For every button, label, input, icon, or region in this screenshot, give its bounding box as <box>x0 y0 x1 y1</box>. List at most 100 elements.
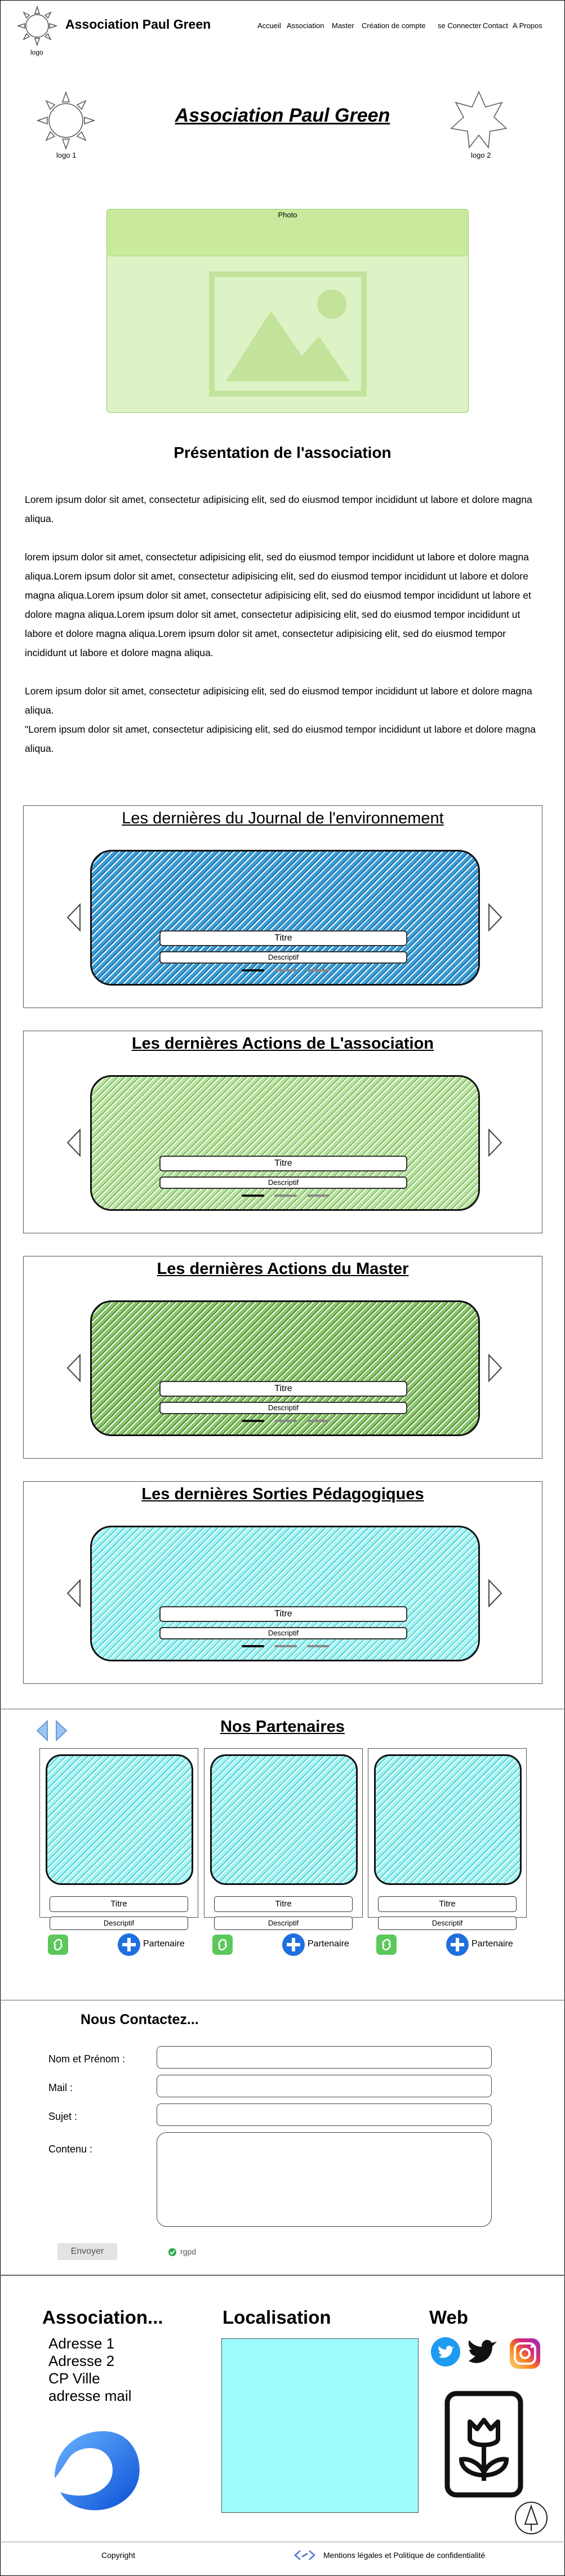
indicator[interactable] <box>307 969 330 971</box>
chevron-right-icon[interactable] <box>487 1579 504 1608</box>
code-icon <box>294 2550 315 2560</box>
address-mail[interactable]: adresse mail <box>48 2387 132 2404</box>
presentation-heading: Présentation de l'association <box>173 444 392 461</box>
indicator[interactable] <box>307 1195 330 1197</box>
presentation-p3: Lorem ipsum dolor sit amet, consectetur … <box>25 685 532 716</box>
slide-title-field: Titre <box>159 1606 407 1622</box>
logo-1-label: logo 1 <box>56 151 77 159</box>
partner-card: Titre Descriptif <box>368 1748 527 1930</box>
nav-master[interactable]: Master <box>332 21 354 30</box>
site-title[interactable]: Association Paul Green <box>65 17 211 32</box>
name-field[interactable] <box>157 2046 492 2069</box>
twitter-icon[interactable] <box>431 2337 460 2366</box>
partner-title-field: Titre <box>50 1896 188 1912</box>
partner-button-label[interactable]: Partenaire <box>308 1939 349 1949</box>
carousel-title: Les dernières Actions de L'association <box>131 1035 434 1053</box>
indicator-active[interactable] <box>242 1645 264 1647</box>
sign-icon[interactable] <box>514 2501 549 2535</box>
header: logo Association Paul Green Accueil Asso… <box>0 0 565 62</box>
partner-image[interactable] <box>374 1754 522 1885</box>
indicator[interactable] <box>274 969 297 971</box>
sun-logo-icon[interactable] <box>17 6 57 46</box>
partner-descriptif-field: Descriptif <box>50 1917 188 1930</box>
carousel-slide[interactable]: Titre Descriptif <box>90 1075 480 1211</box>
indicator[interactable] <box>274 1195 297 1197</box>
chevron-left-icon[interactable] <box>65 1353 82 1383</box>
slide-title-field: Titre <box>159 1156 407 1171</box>
chevron-right-icon[interactable] <box>55 1720 68 1741</box>
address-line-1: Adresse 1 <box>48 2335 115 2352</box>
chevron-left-icon[interactable] <box>65 903 82 932</box>
chevron-left-icon[interactable] <box>65 1128 82 1157</box>
chevron-right-icon[interactable] <box>487 1128 504 1157</box>
partner-card: Titre Descriptif <box>204 1748 363 1930</box>
presentation-p4: "Lorem ipsum dolor sit amet, consectetur… <box>25 724 536 754</box>
indicator-active[interactable] <box>242 1420 264 1422</box>
partner-image[interactable] <box>210 1754 358 1885</box>
legal-link[interactable]: Mentions légales et Politique de confide… <box>323 2551 486 2560</box>
link-icon[interactable] <box>212 1934 233 1955</box>
x-bird-icon[interactable] <box>466 2337 499 2366</box>
plus-icon[interactable] <box>282 1933 305 1956</box>
send-button[interactable]: Envoyer <box>57 2243 117 2260</box>
indicator[interactable] <box>274 1645 297 1647</box>
logo-2-label: logo 2 <box>471 151 491 159</box>
carousel-slide[interactable]: Titre Descriptif <box>90 850 480 986</box>
link-icon[interactable] <box>376 1934 397 1955</box>
indicator-active[interactable] <box>242 969 264 971</box>
copyright: Copyright <box>101 2551 135 2560</box>
link-icon[interactable] <box>47 1934 69 1955</box>
footer-web-title: Web <box>429 2307 469 2328</box>
brand-logo-icon <box>55 2431 140 2511</box>
partner-button-label[interactable]: Partenaire <box>143 1939 185 1949</box>
content-textarea[interactable] <box>157 2132 492 2227</box>
flower-logo-icon <box>444 2391 523 2498</box>
photo-label: Photo <box>278 211 297 219</box>
address-cp-ville: CP Ville <box>48 2370 100 2387</box>
chevron-left-icon[interactable] <box>36 1720 48 1741</box>
contact-heading: Nous Contactez... <box>81 2012 199 2027</box>
carousel-title: Les dernières du Journal de l'environnem… <box>122 809 444 827</box>
nav-a-propos[interactable]: A Propos <box>513 21 542 30</box>
indicator[interactable] <box>307 1420 330 1422</box>
check-icon[interactable] <box>168 2248 177 2257</box>
partner-descriptif-field: Descriptif <box>378 1917 517 1930</box>
partner-actions: Partenaire <box>210 1932 356 1956</box>
carousel-section: Les dernières Sorties Pédagogiques Titre D… <box>23 1481 542 1684</box>
plus-icon[interactable] <box>117 1933 141 1956</box>
chevron-right-icon[interactable] <box>487 1353 504 1383</box>
rgpd-label: rgpd <box>180 2247 197 2256</box>
partner-actions: Partenaire <box>373 1932 520 1956</box>
separator-line <box>0 2275 565 2276</box>
map-placeholder[interactable] <box>221 2338 419 2513</box>
carousel-slide[interactable]: Titre Descriptif <box>90 1526 480 1661</box>
indicator-active[interactable] <box>242 1195 264 1197</box>
carousel-indicators <box>242 1645 335 1648</box>
footer-localisation-title: Localisation <box>223 2307 331 2328</box>
nav-accueil[interactable]: Accueil <box>257 21 281 30</box>
nav-contact[interactable]: Contact <box>483 21 508 30</box>
chevron-right-icon[interactable] <box>487 903 504 932</box>
partner-descriptif-field: Descriptif <box>214 1917 353 1930</box>
slide-title-field: Titre <box>159 1381 407 1397</box>
nav-creation-compte[interactable]: Création de compte <box>362 21 426 30</box>
nav-se-connecter[interactable]: se Connecter <box>438 21 482 30</box>
instagram-icon[interactable] <box>509 2337 541 2370</box>
slide-descriptif-field: Descriptif <box>159 1176 407 1189</box>
carousel-indicators <box>242 1195 335 1198</box>
slide-descriptif-field: Descriptif <box>159 1627 407 1639</box>
indicator[interactable] <box>307 1645 330 1647</box>
partner-button-label[interactable]: Partenaire <box>471 1939 513 1949</box>
mail-field[interactable] <box>157 2075 492 2097</box>
subject-field[interactable] <box>157 2103 492 2126</box>
nav-association[interactable]: Association <box>287 21 324 30</box>
chevron-left-icon[interactable] <box>65 1579 82 1608</box>
plus-icon[interactable] <box>446 1933 469 1956</box>
subject-label: Sujet : <box>48 2111 78 2122</box>
partner-image[interactable] <box>46 1754 193 1885</box>
presentation-p1: Lorem ipsum dolor sit amet, consectetur … <box>25 494 532 524</box>
partner-title-field: Titre <box>378 1896 517 1912</box>
carousel-indicators <box>242 969 335 973</box>
carousel-slide[interactable]: Titre Descriptif <box>90 1300 480 1436</box>
indicator[interactable] <box>274 1420 297 1422</box>
